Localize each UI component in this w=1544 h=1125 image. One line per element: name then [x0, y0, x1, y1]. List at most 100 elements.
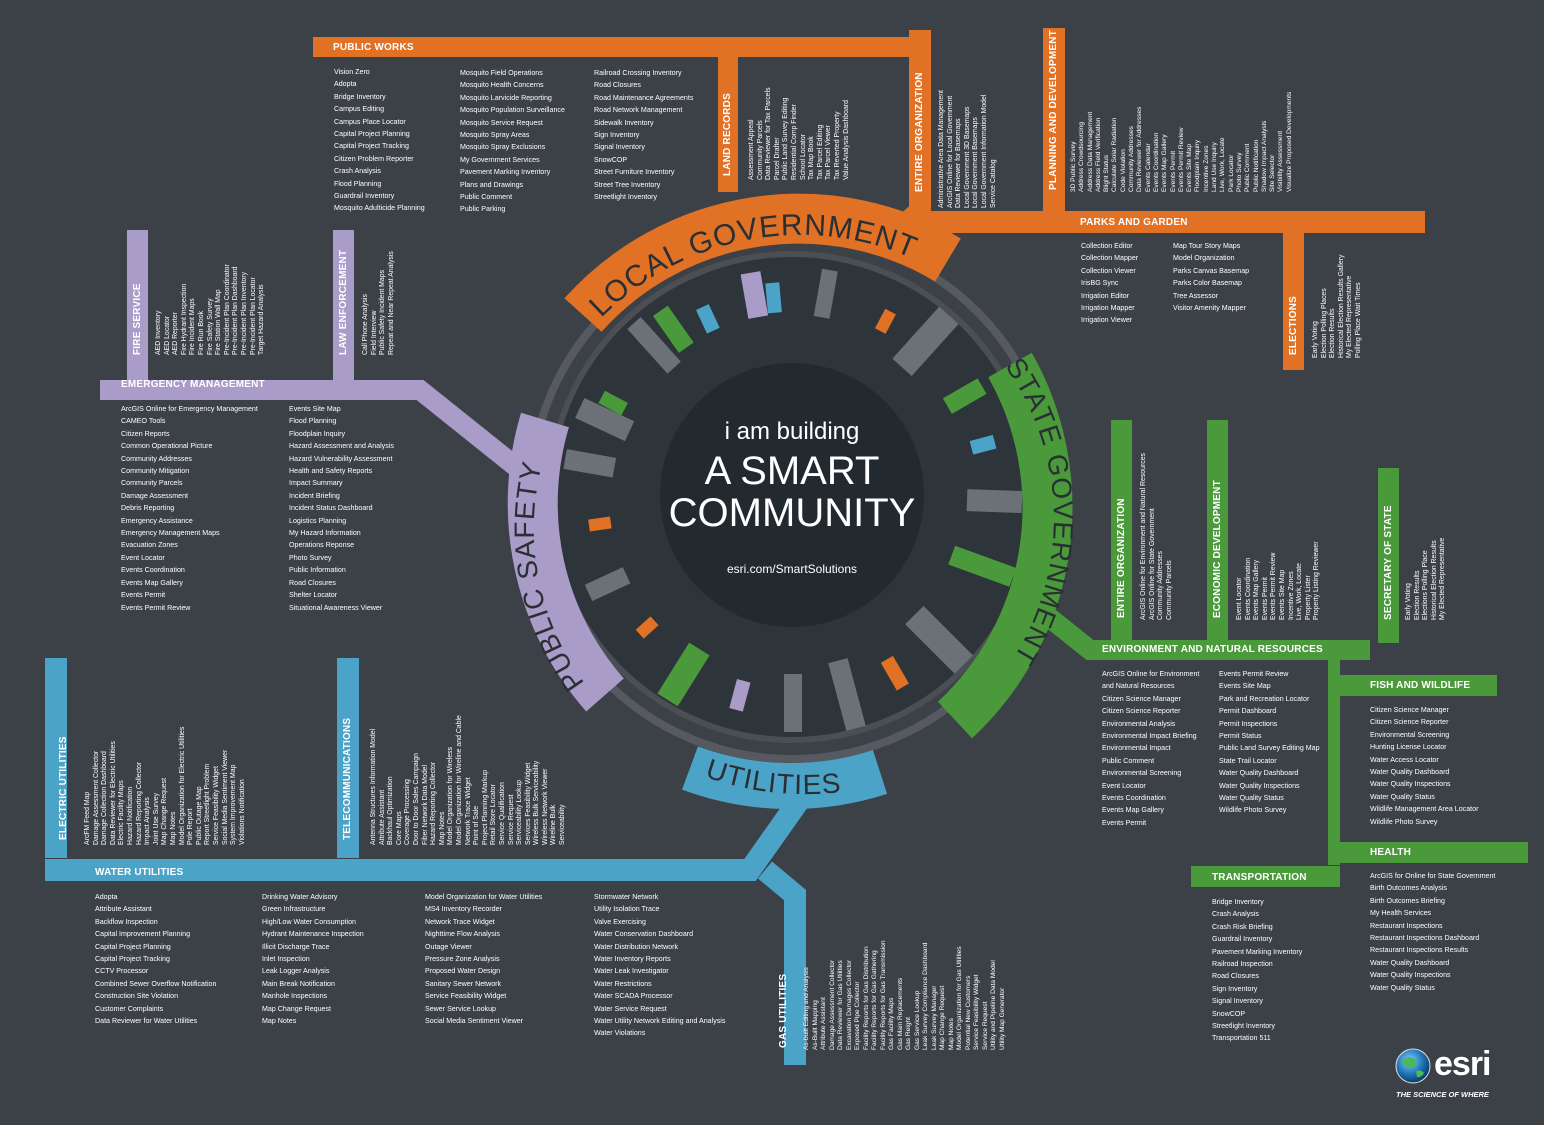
parks-item[interactable]: Irrigation Editor [1081, 291, 1130, 300]
fire-service-item[interactable]: AED Locator [163, 315, 171, 355]
public-works-item[interactable]: Mosquito Field Operations [460, 69, 543, 77]
planning-item[interactable]: Calculate Solar Radiation [1111, 117, 1119, 192]
land-records-item[interactable]: Tax Parcel Editing [816, 124, 824, 180]
public-works-item[interactable]: Plans and Drawings [460, 180, 524, 189]
gas-utilities-item[interactable]: Facility Reports for Gas Transmission [879, 940, 887, 1050]
entire-organization-local-item[interactable]: Local Government 3D Basemaps [963, 106, 971, 209]
emergency-management-item[interactable]: Community Addresses [121, 454, 192, 463]
water-utilities-item[interactable]: Hydrant Maintenance Inspection [262, 930, 364, 939]
water-utilities-item[interactable]: Social Media Sentiment Viewer [425, 1017, 524, 1026]
public-works-item[interactable]: SnowCOP [594, 155, 628, 164]
telecommunications-item[interactable]: Serviceability Lookup [516, 779, 524, 845]
electric-utilities-item[interactable]: Map Change Request [161, 777, 169, 845]
emergency-management-item[interactable]: Situational Awareness Viewer [289, 603, 383, 612]
water-utilities-item[interactable]: Water SCADA Processor [594, 992, 673, 1001]
telecommunications-item[interactable]: Model Organization for Wireless [447, 746, 455, 845]
telecommunications-item[interactable]: Wireless Bulk Serviceability [533, 760, 541, 845]
water-utilities-item[interactable]: Construction Site Violation [95, 992, 179, 1001]
enr-item[interactable]: Water Quality Dashboard [1219, 769, 1299, 778]
health-item[interactable]: Water Quality Status [1370, 983, 1435, 992]
emergency-management-item[interactable]: Community Mitigation [121, 467, 190, 476]
enr-item[interactable]: Events Site Map [1219, 682, 1271, 691]
telecommunications-item[interactable]: Model Organization for Wireline and Cabl… [455, 715, 463, 845]
gas-utilities-item[interactable]: Model Organization for Gas Utilities [956, 946, 963, 1050]
economic-development-item[interactable]: Live, Work, Locate [1296, 563, 1304, 620]
fire-service-item[interactable]: Fire Run Book [197, 310, 205, 355]
telecommunications-item[interactable]: Door to Door Sales Campaign [412, 753, 420, 845]
public-works-item[interactable]: Bridge Inventory [334, 92, 386, 101]
emergency-management-item[interactable]: ArcGIS Online for Emergency Management [121, 405, 258, 413]
gas-utilities-item[interactable]: Damage Assessment Collector [828, 959, 836, 1050]
water-utilities-item[interactable]: Attribute Assistant [95, 905, 152, 914]
emergency-management-item[interactable]: Events Coordination [121, 566, 185, 575]
water-utilities-item[interactable]: Outage Viewer [425, 942, 472, 951]
economic-development-item[interactable]: Events Map Gallery [1253, 559, 1261, 620]
electric-utilities-item[interactable]: Hazard Reporting Collector [135, 761, 143, 845]
parks-item[interactable]: Visitor Amenity Mapper [1173, 304, 1246, 313]
emergency-management-item[interactable]: Event Locator [121, 553, 165, 562]
electric-utilities-item[interactable]: Damage Collection Dashboard [101, 751, 109, 845]
land-records-item[interactable]: Tax Map Book [808, 136, 816, 180]
water-utilities-item[interactable]: Water Inventory Reports [594, 955, 671, 964]
emergency-management-item[interactable]: Community Parcels [121, 479, 183, 488]
planning-item[interactable]: Address Data Management [1086, 111, 1094, 192]
law-enforcement-item[interactable]: Field Interview [370, 310, 378, 355]
emergency-management-item[interactable]: Events Site Map [289, 405, 341, 413]
telecommunications-item[interactable]: Antenna Structures Information Model [370, 728, 377, 845]
elections-item[interactable]: Election Polling Places [1320, 288, 1328, 358]
elections-item[interactable]: Historical Election Results Gallery [1337, 254, 1345, 358]
law-enforcement-item[interactable]: Call Phone Analysis [362, 294, 369, 355]
telecommunications-item[interactable]: Serviceability [559, 804, 567, 845]
public-works-item[interactable]: Road Closures [594, 81, 641, 90]
public-works-item[interactable]: Railroad Crossing Inventory [594, 69, 682, 77]
gas-utilities-item[interactable]: Map Notes [947, 1018, 955, 1050]
public-works-item[interactable]: Capital Project Tracking [334, 142, 409, 151]
telecommunications-item[interactable]: Point of Sale [473, 805, 481, 845]
electric-utilities-item[interactable]: Electric Facility Maps [118, 780, 126, 845]
emergency-management-item[interactable]: Incident Briefing [289, 491, 340, 500]
planning-item[interactable]: Public Notification [1252, 139, 1260, 192]
planning-item[interactable]: Address Field Verification [1094, 117, 1102, 192]
planning-item[interactable]: Floodplain Inquiry [1194, 139, 1202, 192]
planning-item[interactable]: Blight Status [1103, 154, 1111, 192]
water-utilities-item[interactable]: Inlet Inspection [262, 955, 310, 964]
gas-utilities-item[interactable]: Utility and Pipeline Data Model [990, 960, 997, 1050]
parks-item[interactable]: Model Organization [1173, 254, 1235, 263]
water-utilities-item[interactable]: Main Break Notification [262, 979, 335, 988]
gas-utilities-item[interactable]: Gas Main Replacements [896, 977, 904, 1050]
public-works-item[interactable]: Flood Planning [334, 179, 382, 188]
telecommunications-item[interactable]: Map Notes [438, 811, 446, 845]
emergency-management-item[interactable]: Impact Summary [289, 479, 343, 488]
water-utilities-item[interactable]: Combined Sewer Overflow Notification [95, 979, 217, 988]
electric-utilities-item[interactable]: Violations Notification [238, 779, 246, 845]
fire-service-item[interactable]: Pre-Incident Plan Coordinator [223, 264, 231, 355]
transportation-item[interactable]: Signal Inventory [1212, 997, 1263, 1006]
enr-item[interactable]: Citizen Science Reporter [1102, 707, 1181, 716]
electric-utilities-item[interactable]: Data Reviewer for Electric Utilities [109, 741, 117, 845]
gas-utilities-item[interactable]: Attribute Assistant [820, 997, 827, 1050]
fire-service-item[interactable]: Pre-Incident Plan Locator [249, 277, 257, 355]
enr-item[interactable]: Permit Dashboard [1219, 707, 1277, 716]
enr-item[interactable]: Wildlife Photo Survey [1219, 806, 1287, 815]
telecommunications-item[interactable]: Coverage Processing [404, 779, 412, 845]
public-works-item[interactable]: Citizen Problem Reporter [334, 154, 414, 163]
electric-utilities-item[interactable]: Pole Report [187, 808, 195, 845]
economic-development-item[interactable]: Events Permit [1261, 577, 1269, 620]
water-utilities-item[interactable]: Capital Project Planning [95, 942, 171, 951]
telecommunications-item[interactable]: Services Feasibility Widget [524, 762, 532, 845]
health-item[interactable]: Birth Outcomes Analysis [1370, 884, 1447, 893]
land-records-item[interactable]: Tax Reverted Property [833, 111, 841, 180]
public-works-item[interactable]: Vision Zero [334, 68, 370, 76]
public-works-item[interactable]: Guardrail Inventory [334, 192, 395, 201]
planning-item[interactable]: Events Map Gallery [1161, 134, 1169, 192]
public-works-item[interactable]: Sign Inventory [594, 131, 640, 140]
planning-item[interactable]: 3D Public Survey [1070, 141, 1077, 192]
public-works-item[interactable]: Adopta [334, 80, 357, 89]
planning-item[interactable]: Events Permit Review [1177, 127, 1185, 193]
land-records-item[interactable]: School Locator [799, 134, 807, 180]
planning-item[interactable]: Site Selector [1269, 154, 1277, 192]
planning-item[interactable]: Park Locator [1227, 154, 1235, 192]
enr-item[interactable]: Event Locator [1102, 781, 1146, 790]
electric-utilities-item[interactable]: Model Organization for Electric Utilitie… [178, 726, 186, 845]
enr-item[interactable]: Environmental Analysis [1102, 719, 1176, 728]
